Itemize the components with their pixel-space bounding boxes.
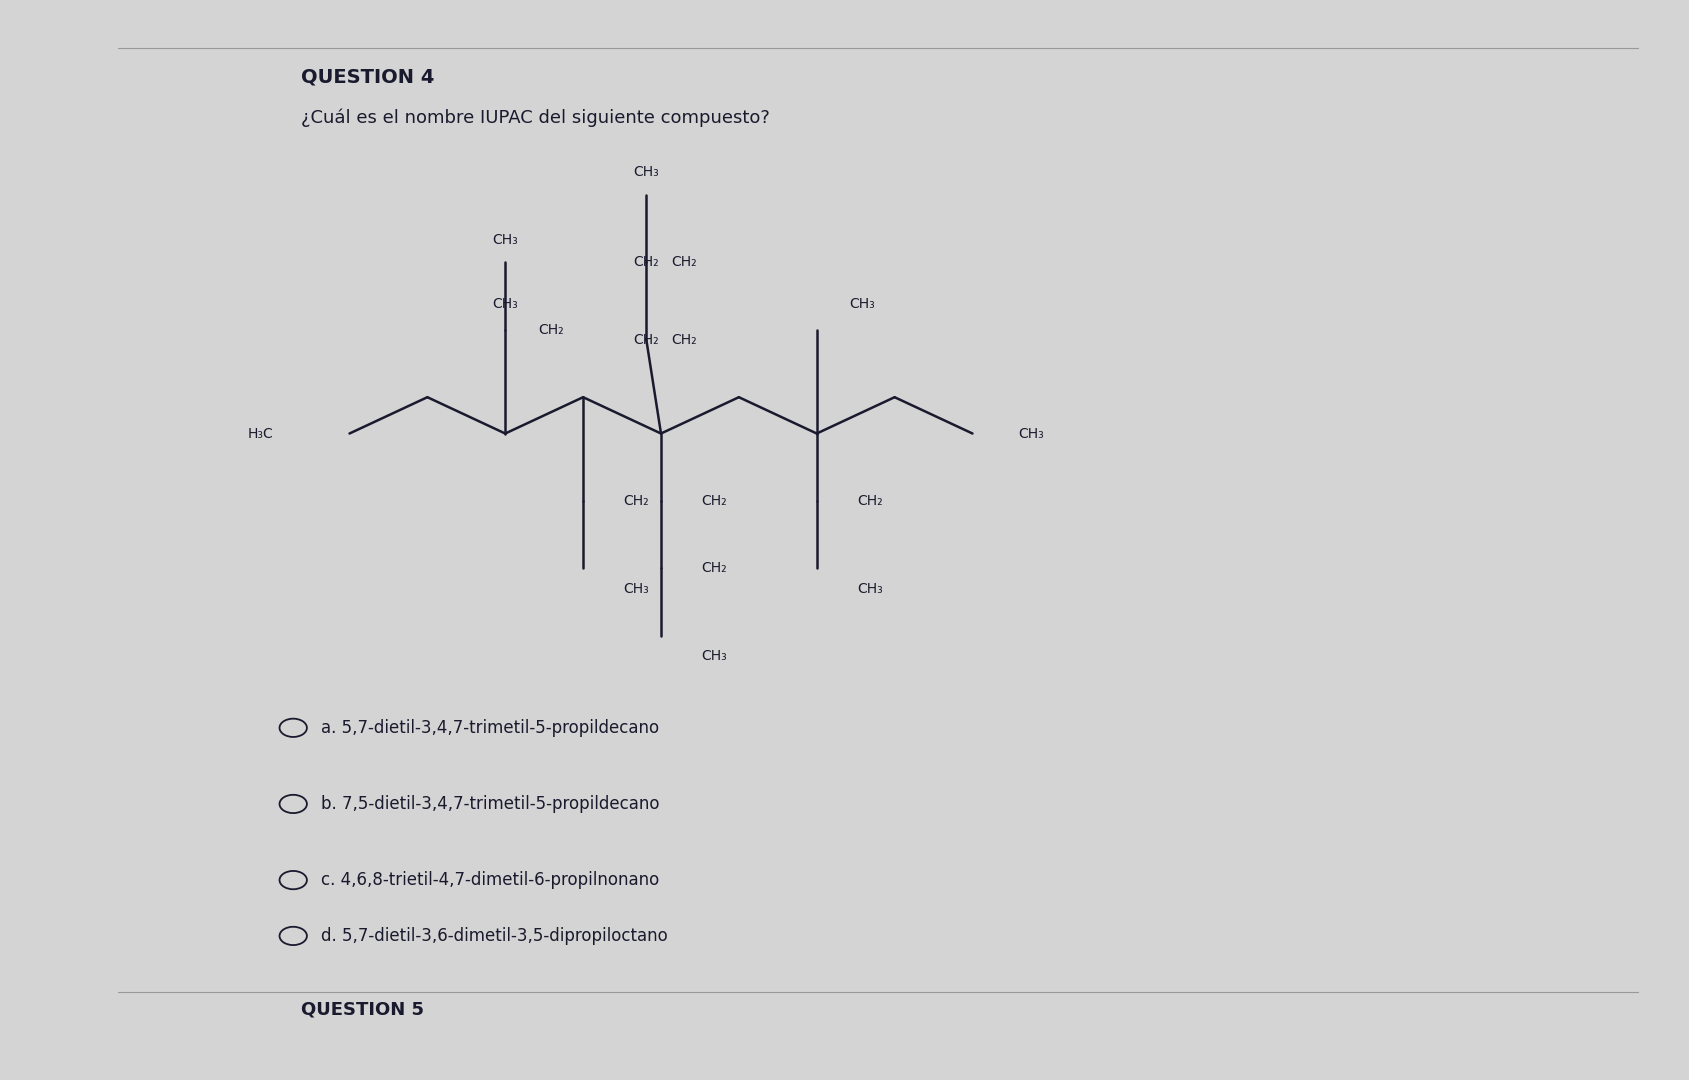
Text: CH₂: CH₂ bbox=[701, 562, 726, 576]
Text: CH₂: CH₂ bbox=[856, 494, 882, 508]
Text: c. 4,6,8-trietil-4,7-dimetil-6-propilnonano: c. 4,6,8-trietil-4,7-dimetil-6-propilnon… bbox=[321, 872, 659, 889]
Text: CH₃: CH₃ bbox=[1017, 427, 1044, 441]
Text: CH₂: CH₂ bbox=[671, 255, 698, 269]
Text: CH₂: CH₂ bbox=[701, 494, 726, 508]
Text: b. 7,5-dietil-3,4,7-trimetil-5-propildecano: b. 7,5-dietil-3,4,7-trimetil-5-propildec… bbox=[321, 795, 659, 813]
Text: CH₂: CH₂ bbox=[671, 333, 698, 347]
Text: QUESTION 5: QUESTION 5 bbox=[301, 1000, 424, 1018]
Text: CH₂: CH₂ bbox=[623, 494, 649, 508]
Text: CH₃: CH₃ bbox=[701, 649, 726, 663]
Text: d. 5,7-dietil-3,6-dimetil-3,5-dipropiloctano: d. 5,7-dietil-3,6-dimetil-3,5-dipropiloc… bbox=[321, 927, 667, 945]
Text: CH₃: CH₃ bbox=[491, 297, 519, 311]
Text: a. 5,7-dietil-3,4,7-trimetil-5-propildecano: a. 5,7-dietil-3,4,7-trimetil-5-propildec… bbox=[321, 719, 659, 737]
Text: CH₂: CH₂ bbox=[633, 333, 659, 347]
Text: CH₂: CH₂ bbox=[633, 255, 659, 269]
Text: CH₂: CH₂ bbox=[537, 323, 564, 337]
Text: QUESTION 4: QUESTION 4 bbox=[301, 68, 434, 86]
Text: CH₃: CH₃ bbox=[491, 233, 519, 247]
Text: CH₃: CH₃ bbox=[623, 582, 649, 596]
Text: ¿Cuál es el nombre IUPAC del siguiente compuesto?: ¿Cuál es el nombre IUPAC del siguiente c… bbox=[301, 109, 768, 127]
Text: CH₃: CH₃ bbox=[850, 297, 875, 311]
Text: CH₃: CH₃ bbox=[856, 582, 882, 596]
Text: H₃C: H₃C bbox=[248, 427, 274, 441]
Text: CH₃: CH₃ bbox=[633, 165, 659, 179]
